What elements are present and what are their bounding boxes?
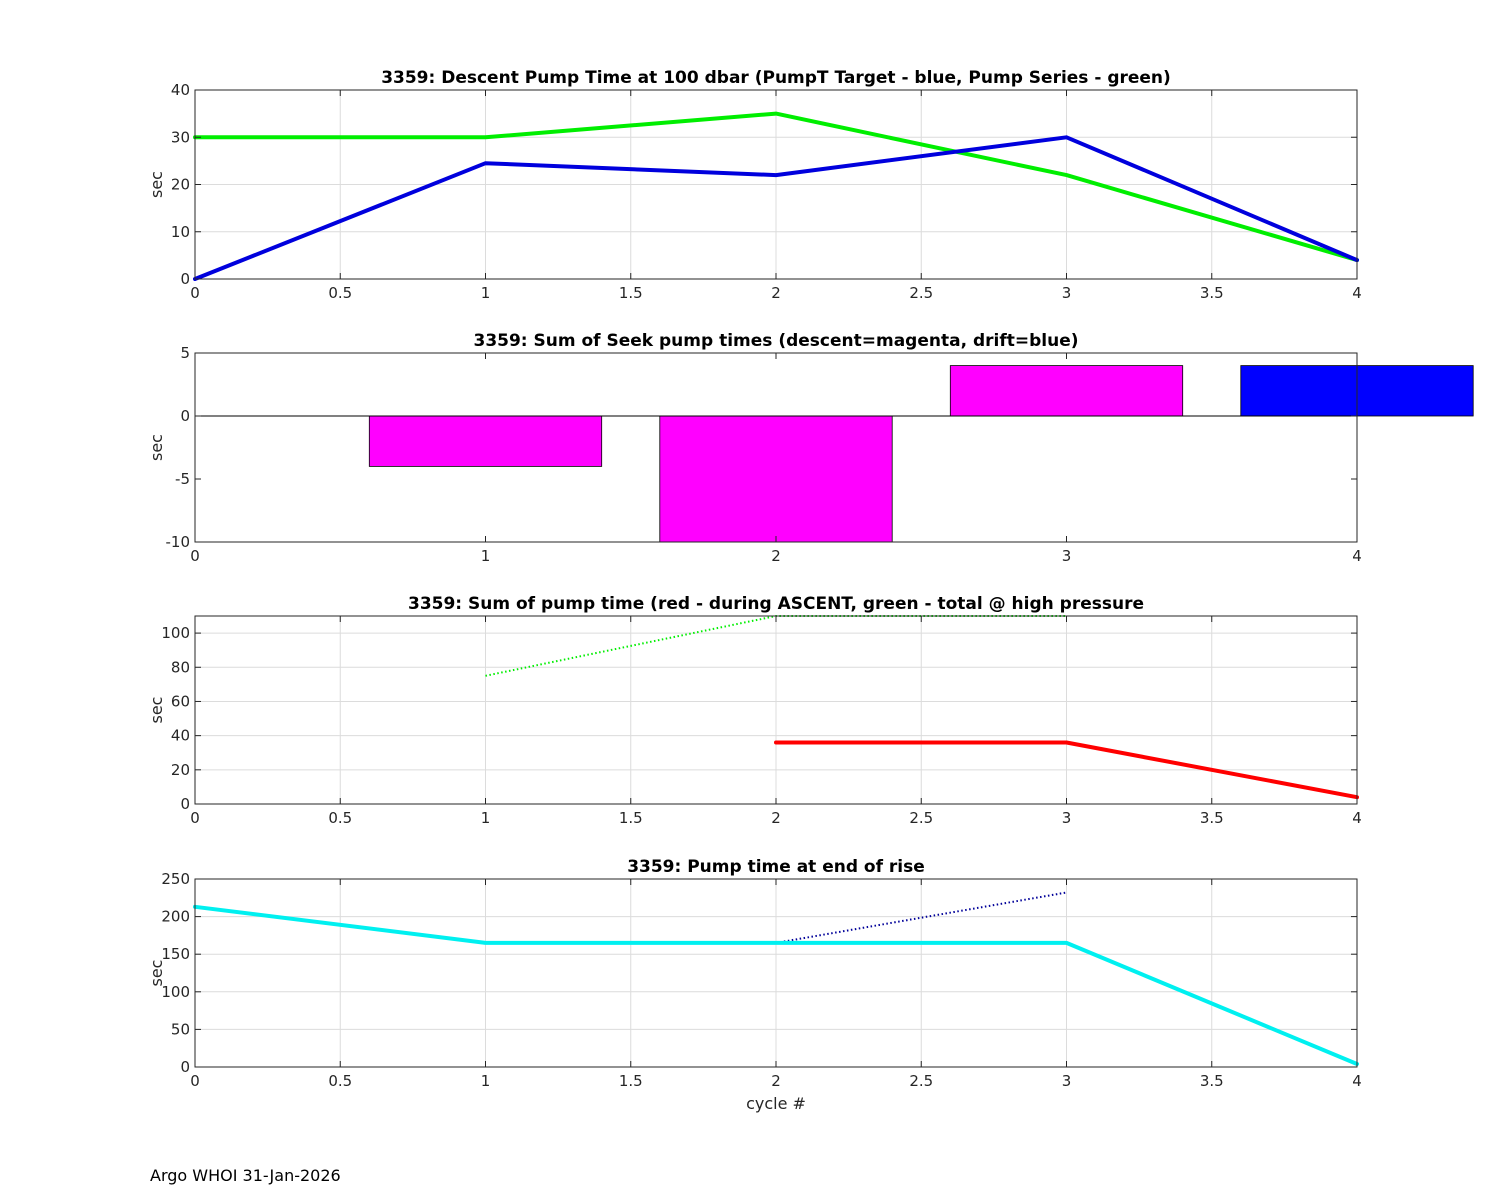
y-tick-label: 100 [161, 624, 190, 642]
x-tick-label: 1.5 [619, 284, 643, 302]
y-tick-label: 80 [171, 658, 190, 676]
x-tick-label: 0.5 [328, 284, 352, 302]
chart-title: 3359: Sum of Seek pump times (descent=ma… [473, 331, 1078, 351]
x-tick-label: 0 [190, 1072, 200, 1090]
y-tick-label: 0 [180, 270, 190, 288]
y-axis-label: sec [147, 697, 166, 724]
x-tick-label: 3 [1062, 809, 1072, 827]
x-tick-label: 0.5 [328, 1072, 352, 1090]
y-tick-label: 100 [161, 983, 190, 1001]
x-tick-label: 1.5 [619, 1072, 643, 1090]
x-tick-label: 3 [1062, 284, 1072, 302]
x-tick-label: 3 [1062, 547, 1072, 565]
y-axis-label: sec [147, 434, 166, 461]
footer-label: Argo WHOI 31-Jan-2026 [150, 1166, 341, 1185]
y-tick-label: -10 [166, 533, 191, 551]
x-axis-label: cycle # [746, 1094, 806, 1113]
x-tick-label: 1 [481, 547, 491, 565]
bar-magenta-cycle-3 [949, 365, 1184, 417]
x-tick-label: 3 [1062, 1072, 1072, 1090]
y-tick-label: 20 [171, 176, 190, 194]
y-tick-label: 5 [180, 344, 190, 362]
x-tick-label: 2 [771, 809, 781, 827]
y-tick-label: 20 [171, 761, 190, 779]
x-tick-label: 1 [481, 1072, 491, 1090]
x-tick-label: 4 [1352, 547, 1362, 565]
series-line-green [193, 111, 1359, 263]
x-tick-label: 2.5 [909, 1072, 933, 1090]
y-tick-label: 40 [171, 81, 190, 99]
y-tick-label: 150 [161, 945, 190, 963]
x-tick-label: 2.5 [909, 809, 933, 827]
y-tick-label: 0 [180, 407, 190, 425]
chart-title: 3359: Descent Pump Time at 100 dbar (Pum… [381, 68, 1171, 88]
x-tick-label: 4 [1352, 809, 1362, 827]
x-tick-label: 3.5 [1200, 284, 1224, 302]
y-axis-label: sec [147, 171, 166, 198]
x-tick-label: 1 [481, 809, 491, 827]
x-tick-label: 1 [481, 284, 491, 302]
y-tick-label: 200 [161, 908, 190, 926]
x-tick-label: 4 [1352, 1072, 1362, 1090]
series-line-dottedBlue [775, 891, 1067, 944]
y-tick-label: 30 [171, 128, 190, 146]
series-line-cyan [193, 904, 1359, 1066]
y-axis-label: sec [147, 960, 166, 987]
y-tick-label: 250 [161, 870, 190, 888]
x-tick-label: 0 [190, 284, 200, 302]
y-tick-label: 10 [171, 223, 190, 241]
chart-title: 3359: Sum of pump time (red - during ASC… [408, 594, 1144, 614]
y-tick-label: 0 [180, 795, 190, 813]
x-tick-label: 3.5 [1200, 809, 1224, 827]
y-tick-label: -5 [175, 470, 190, 488]
y-tick-label: 0 [180, 1058, 190, 1076]
y-tick-label: 40 [171, 727, 190, 745]
x-tick-label: 0 [190, 547, 200, 565]
x-tick-label: 0 [190, 809, 200, 827]
x-tick-label: 4 [1352, 284, 1362, 302]
chart-title: 3359: Pump time at end of rise [627, 857, 925, 877]
chart-panel-4: 0 0.5 1 1.5 2 2.5 3 3.5 4 0 50 100 150 200 250 3359: Pu… [147, 857, 1362, 1113]
chart-panel-2: 0 1 2 3 4 -10 -5 0 5 3359: Sum of Seek pump times… [147, 331, 1474, 565]
y-tick-label: 50 [171, 1020, 190, 1038]
y-tick-label: 60 [171, 692, 190, 710]
series-line-blue [193, 135, 1359, 281]
bar-magenta-cycle-2 [659, 415, 893, 543]
x-tick-label: 2 [771, 1072, 781, 1090]
x-tick-label: 1.5 [619, 809, 643, 827]
x-tick-label: 0.5 [328, 809, 352, 827]
x-tick-label: 2.5 [909, 284, 933, 302]
x-tick-label: 2 [771, 284, 781, 302]
x-tick-label: 3.5 [1200, 1072, 1224, 1090]
series-line-red [774, 740, 1359, 800]
x-tick-label: 2 [771, 547, 781, 565]
bar-magenta-cycle-1 [368, 415, 603, 467]
